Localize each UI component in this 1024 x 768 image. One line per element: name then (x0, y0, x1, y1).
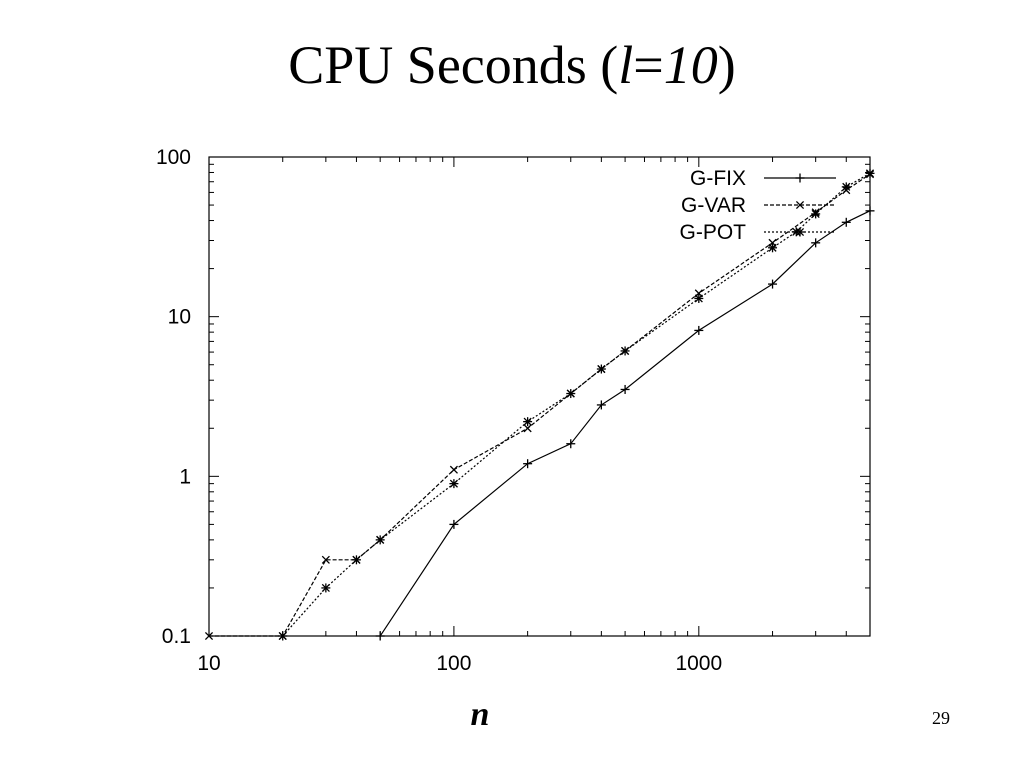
series-g-var (204, 170, 875, 641)
data-point-g-pot (811, 209, 821, 219)
data-point-g-pot (321, 583, 331, 593)
data-point-g-fix (694, 325, 704, 335)
series-line-g-var (209, 173, 871, 637)
data-point-g-pot (278, 631, 288, 641)
axes: 10 100 1000 0.1 1 10 100 (156, 146, 871, 675)
data-point-g-var (449, 465, 458, 474)
title-prefix: CPU Seconds ( (288, 35, 619, 95)
data-point-g-pot (375, 535, 385, 545)
data-point-g-var (523, 424, 532, 433)
y-tick-label: 10 (168, 306, 191, 329)
legend-label-g-var: G-VAR (681, 194, 746, 217)
data-point-g-pot (841, 182, 851, 192)
data-point-g-fix (768, 279, 778, 289)
data-point-g-pot (694, 293, 704, 303)
data-point-g-pot (620, 346, 630, 356)
legend: G-FIX G-VAR G-POT (680, 167, 836, 244)
title-variable: l (618, 35, 634, 95)
data-point-g-pot (566, 389, 576, 399)
x-tick-label: 100 (436, 652, 471, 675)
x-tick-label: 10 (197, 652, 220, 675)
data-point-g-fix (449, 519, 459, 529)
data-point-g-pot (596, 364, 606, 374)
data-point-g-fix (811, 238, 821, 248)
y-tick-label: 0.1 (162, 625, 191, 648)
x-tick-label: 1000 (675, 652, 722, 675)
data-point-g-fix (865, 206, 875, 216)
data-point-g-fix (841, 217, 851, 227)
data-point-g-fix (566, 439, 576, 449)
data-point-g-fix (375, 631, 385, 641)
title-suffix: ) (717, 35, 736, 95)
page-number: 29 (932, 708, 950, 728)
data-point-g-fix (620, 384, 630, 394)
data-point-g-var (204, 631, 214, 641)
legend-label-g-pot: G-POT (680, 221, 747, 244)
series-g-pot (278, 168, 875, 641)
series-line-g-pot (282, 172, 871, 637)
series-g-fix (375, 206, 875, 641)
x-axis-label: n (470, 696, 490, 733)
legend-marker-g-var (795, 200, 805, 210)
data-point-g-fix (523, 459, 533, 469)
plot-frame (208, 156, 871, 637)
data-point-g-pot (865, 168, 875, 178)
legend-marker-g-pot (795, 227, 805, 237)
title-value: 10 (663, 35, 718, 95)
legend-label-g-fix: G-FIX (690, 167, 746, 190)
data-point-g-pot (351, 555, 361, 565)
legend-marker-g-fix (795, 173, 805, 183)
data-point-g-var (321, 555, 330, 564)
title-equals: = (633, 35, 664, 95)
y-tick-label: 100 (156, 146, 191, 169)
data-point-g-pot (523, 417, 533, 427)
data-point-g-pot (449, 479, 459, 489)
data-point-g-fix (596, 400, 606, 410)
series-line-g-fix (379, 210, 871, 637)
series-group (204, 168, 875, 641)
slide-title: CPU Seconds (l=10) (0, 38, 1024, 92)
y-tick-label: 1 (179, 465, 191, 488)
data-point-g-pot (768, 243, 778, 253)
